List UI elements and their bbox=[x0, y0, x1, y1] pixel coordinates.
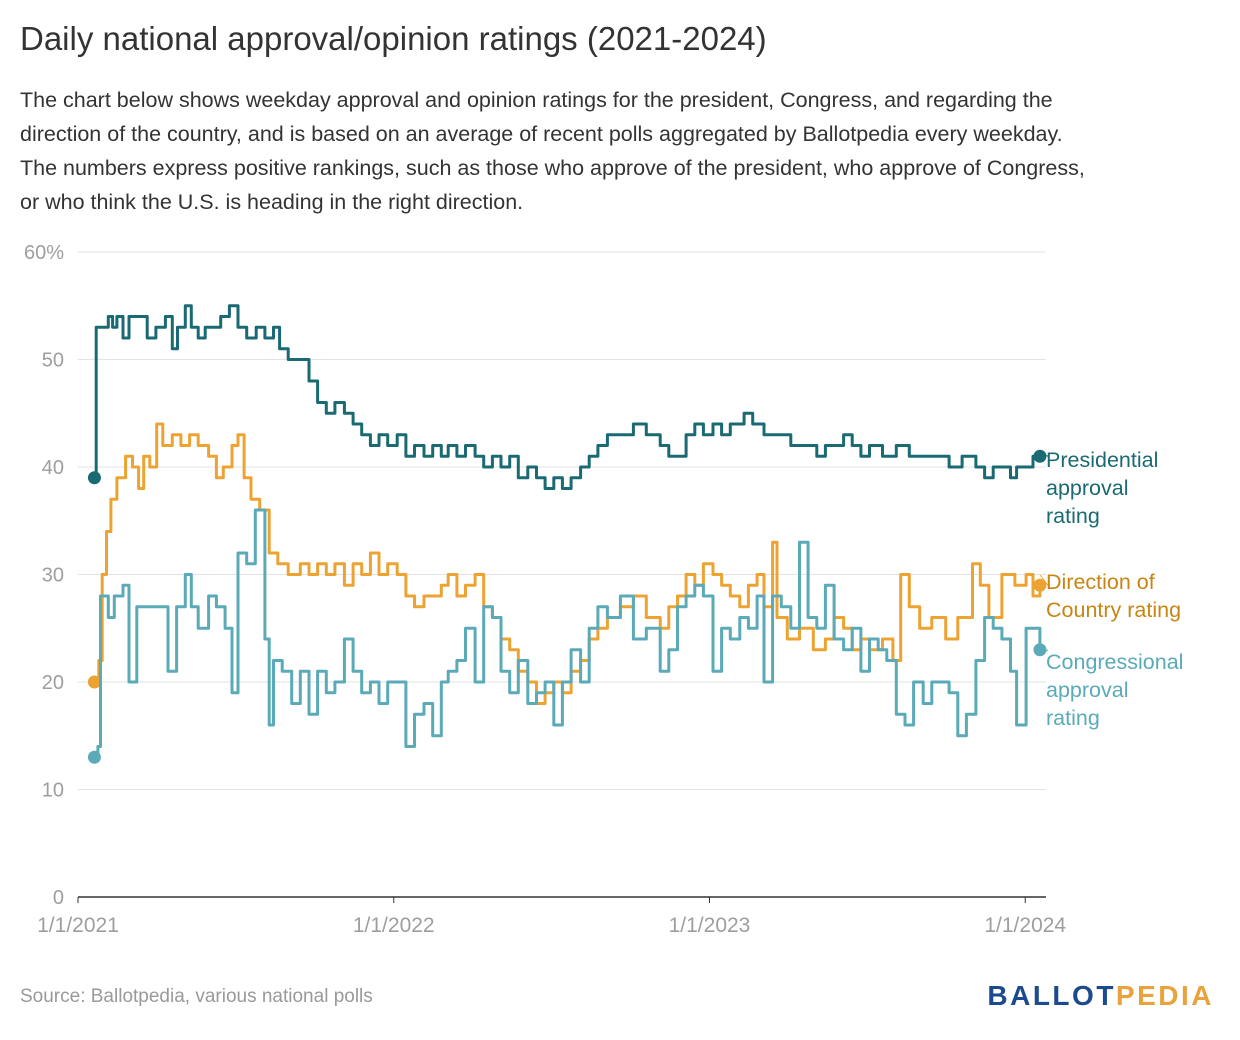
y-tick-label: 20 bbox=[42, 672, 64, 694]
series-label-connector-congress bbox=[1039, 649, 1049, 656]
x-tick-label: 1/1/2021 bbox=[37, 914, 119, 937]
subtitle-line: or who think the U.S. is heading in the … bbox=[20, 190, 524, 214]
subtitle-line: direction of the country, and is based o… bbox=[20, 122, 1063, 146]
subtitle-line: The numbers express positive rankings, s… bbox=[20, 156, 1085, 180]
series-label-line: Presidential bbox=[1046, 448, 1158, 472]
series-end-point-congress bbox=[1033, 643, 1047, 657]
y-tick-label: 50 bbox=[42, 350, 64, 372]
y-tick-label: 0 bbox=[53, 887, 64, 909]
series-end-point-presidential bbox=[1033, 449, 1047, 463]
logo-part-pedia: PEDIA bbox=[1115, 980, 1214, 1011]
series-line-congress bbox=[94, 508, 1042, 759]
series-label-line: Direction of bbox=[1046, 570, 1155, 594]
y-tick-label: 10 bbox=[42, 780, 64, 802]
series-label-line: approval bbox=[1046, 678, 1128, 702]
series-label-presidential: Presidential approval rating bbox=[1046, 448, 1158, 528]
series-label-connector-presidential bbox=[1039, 452, 1049, 457]
y-tick-label: 60% bbox=[24, 242, 64, 264]
series-line-presidential bbox=[94, 304, 1040, 490]
series-label-line: Congressional bbox=[1046, 650, 1183, 674]
y-tick-label: 40 bbox=[42, 457, 64, 479]
x-tick-label: 1/1/2022 bbox=[353, 914, 435, 937]
series-label-connector-direction bbox=[1039, 574, 1049, 586]
series-label-direction: Direction of Country rating bbox=[1046, 570, 1181, 622]
logo-part-ballot: BALLOT bbox=[987, 980, 1116, 1011]
series-line-direction bbox=[94, 422, 1042, 705]
chart-subtitle: The chart below shows weekday approval a… bbox=[20, 83, 1220, 219]
x-tick-label: 1/1/2024 bbox=[984, 914, 1066, 937]
series-start-point-direction bbox=[87, 675, 101, 689]
series-label-congress: Congressional approval rating bbox=[1046, 650, 1183, 730]
x-tick-label: 1/1/2023 bbox=[669, 914, 751, 937]
source-note: Source: Ballotpedia, various national po… bbox=[20, 986, 373, 1007]
series-label-line: approval bbox=[1046, 476, 1128, 500]
series-start-point-congress bbox=[87, 750, 101, 764]
y-tick-label: 30 bbox=[42, 565, 64, 587]
series-label-line: rating bbox=[1046, 504, 1100, 528]
subtitle-line: The chart below shows weekday approval a… bbox=[20, 88, 1053, 112]
series-end-point-direction bbox=[1033, 578, 1047, 592]
series-start-point-presidential bbox=[87, 471, 101, 485]
ballotpedia-logo: BALLOTPEDIA bbox=[987, 980, 1214, 1012]
series-label-line: Country rating bbox=[1046, 598, 1181, 622]
series-label-line: rating bbox=[1046, 706, 1100, 730]
chart-title: Daily national approval/opinion ratings … bbox=[20, 20, 767, 57]
